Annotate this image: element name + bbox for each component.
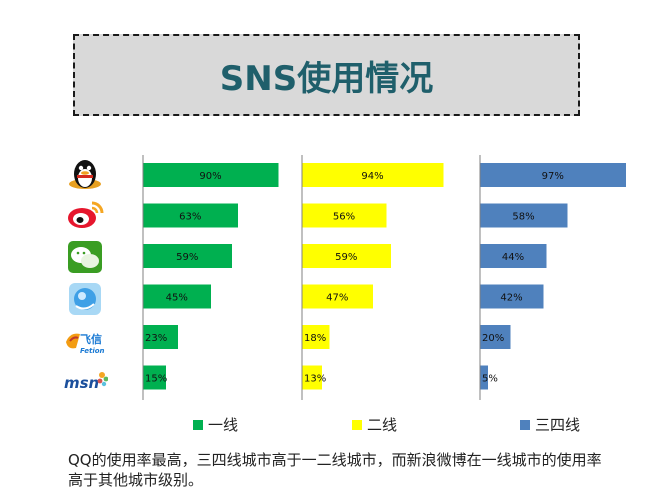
- data-label-s2-c6: 13%: [304, 374, 326, 385]
- data-label-s1-c3: 59%: [176, 252, 198, 263]
- qzone-icon: [69, 283, 101, 315]
- bar-s2-c6: [302, 365, 322, 390]
- bar-s1-c3: [143, 244, 232, 268]
- bar-s3-c4: [480, 284, 544, 309]
- msn-text: msn: [64, 374, 99, 392]
- data-label-s1-c2: 63%: [179, 212, 201, 223]
- data-label-s2-c5: 18%: [304, 333, 326, 344]
- bar-s1-c2: [143, 203, 238, 228]
- bar-s2-c1: [302, 163, 444, 187]
- data-label-s3-c6: 5%: [482, 374, 498, 385]
- data-label-s3-c1: 97%: [542, 171, 564, 182]
- data-label-s3-c5: 20%: [482, 333, 504, 344]
- data-label-s3-c3: 44%: [502, 252, 524, 263]
- legend-swatch-3: [520, 419, 530, 430]
- title-banner: SNS使用情况: [73, 34, 580, 116]
- data-label-s1-c6: 15%: [145, 374, 167, 385]
- caption-text: QQ的使用率最高，三四线城市高于一二线城市，而新浪微博在一线城市的使用率高于其他…: [68, 451, 602, 489]
- data-label-s1-c5: 23%: [145, 333, 167, 344]
- bar-s3-c6: [480, 365, 488, 390]
- legend-label-1: 一线: [208, 416, 239, 434]
- legend-item-1: 一线: [193, 414, 238, 435]
- legend-swatch-1: [193, 419, 203, 430]
- bar-s1-c4: [143, 284, 211, 309]
- msn-icon: msn: [64, 372, 108, 392]
- bar-s1-c5: [143, 325, 178, 349]
- bar-s2-c5: [302, 325, 330, 349]
- data-label-s2-c2: 56%: [333, 212, 355, 223]
- legend-item-3: 三四线: [520, 414, 580, 435]
- bar-s3-c1: [480, 163, 626, 187]
- legend-swatch-2: [352, 419, 362, 430]
- data-label-s3-c2: 58%: [512, 212, 534, 223]
- wechat-icon: [68, 241, 102, 273]
- legend: 一线 二线 三四线: [0, 414, 665, 434]
- data-label-s2-c4: 47%: [326, 293, 348, 304]
- legend-label-3: 三四线: [535, 416, 581, 434]
- bar-s2-c3: [302, 244, 391, 268]
- qq-icon: [69, 160, 101, 189]
- fetion-icon: 飞信 Fetion: [66, 332, 105, 355]
- bar-s3-c3: [480, 244, 547, 268]
- data-label-s3-c4: 42%: [500, 293, 522, 304]
- data-label-s2-c3: 59%: [335, 252, 357, 263]
- legend-label-2: 二线: [367, 416, 398, 434]
- bar-s1-c6: [143, 365, 166, 390]
- bar-s2-c4: [302, 284, 373, 309]
- data-label-s1-c1: 90%: [199, 171, 221, 182]
- bar-s1-c1: [143, 163, 279, 187]
- bar-s3-c5: [480, 325, 511, 349]
- fetion-cn-text: 飞信: [80, 332, 102, 346]
- bar-s3-c2: [480, 203, 568, 228]
- page-title: SNS使用情况: [219, 58, 434, 99]
- legend-item-2: 二线: [352, 414, 397, 435]
- data-label-s2-c1: 94%: [361, 171, 383, 182]
- weibo-icon: [68, 201, 104, 228]
- fetion-en-text: Fetion: [80, 347, 105, 355]
- bar-s2-c2: [302, 203, 387, 228]
- data-label-s1-c4: 45%: [166, 293, 188, 304]
